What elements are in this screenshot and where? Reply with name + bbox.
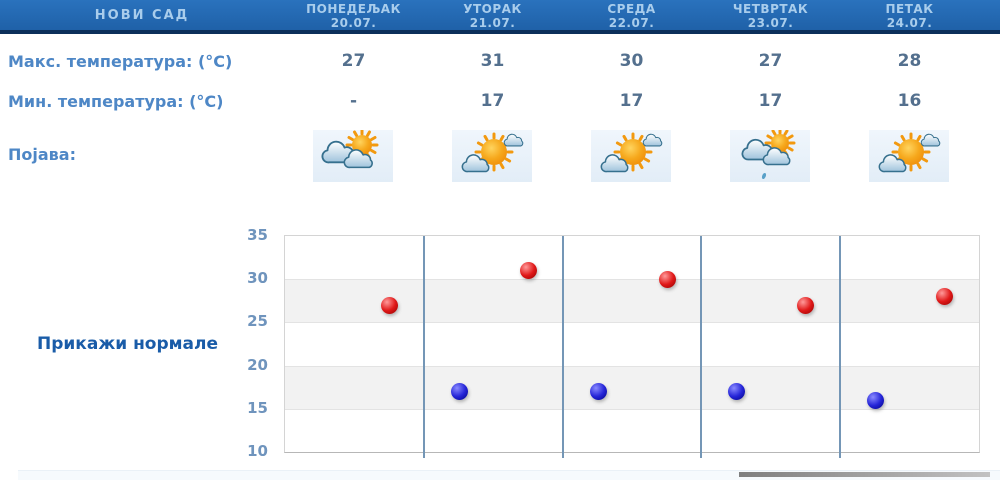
day-header-wednesday: СРЕДА 22.07. <box>562 2 701 30</box>
chart-band <box>285 279 979 323</box>
chart-day-divider <box>422 236 425 458</box>
min-temp-dot <box>589 383 607 401</box>
min-temp-value: 17 <box>619 91 644 111</box>
min-temp-dot <box>450 383 468 401</box>
max-temp-dot <box>519 262 537 280</box>
forecast-header-bar <box>0 0 1000 34</box>
weather-partly-sunny-icon <box>452 130 532 182</box>
y-axis-tick-label: 10 <box>247 442 268 460</box>
chart-day-divider <box>700 236 703 458</box>
max-temp-dot <box>380 296 398 314</box>
day-date: 23.07. <box>747 16 794 30</box>
phenomenon-row-label: Појава: <box>8 145 76 164</box>
min-temp-value: 17 <box>758 91 783 111</box>
chart-gridline <box>285 365 979 367</box>
chart-band <box>285 365 979 409</box>
chart-gridline <box>285 408 979 410</box>
day-header-monday: ПОНЕДЕЉАК 20.07. <box>284 2 423 30</box>
y-axis-tick-label: 30 <box>247 269 268 288</box>
max-temp-value: 27 <box>341 51 366 71</box>
max-temp-dot <box>797 296 815 314</box>
day-date: 22.07. <box>608 16 655 30</box>
min-temp-value: 17 <box>480 91 505 111</box>
bottom-scrollbar[interactable] <box>739 472 990 477</box>
max-temp-value: 28 <box>897 51 922 71</box>
day-date: 24.07. <box>886 16 933 30</box>
day-header-tuesday: УТОРАК 21.07. <box>423 2 562 30</box>
weather-light-rain-icon <box>730 130 810 182</box>
max-temp-dot <box>936 287 954 305</box>
chart-gridline <box>285 322 979 324</box>
weather-partly-sunny-icon <box>591 130 671 182</box>
min-temp-value: 16 <box>897 91 922 111</box>
day-date: 21.07. <box>469 16 516 30</box>
y-axis-tick-label: 20 <box>247 355 268 374</box>
bottom-section-edge <box>18 470 1000 480</box>
day-header-thursday: ЧЕТВРТАК 23.07. <box>701 2 840 30</box>
day-name: ПОНЕДЕЉАК <box>306 2 401 16</box>
weather-partly-sunny-icon <box>869 130 949 182</box>
max-temp-value: 31 <box>480 51 505 71</box>
temperature-chart <box>284 235 980 458</box>
day-name: СРЕДА <box>607 2 656 16</box>
max-temp-row-label: Макс. температура: (°C) <box>8 52 233 71</box>
chart-gridline <box>285 279 979 281</box>
day-name: УТОРАК <box>463 2 522 16</box>
show-normals-link[interactable]: Прикажи нормале <box>37 334 219 354</box>
min-temp-dot <box>867 391 885 409</box>
min-temp-dot <box>728 383 746 401</box>
min-temp-row-label: Мин. температура: (°C) <box>8 92 224 111</box>
day-date: 20.07. <box>330 16 377 30</box>
chart-plot-area <box>285 236 979 458</box>
max-temp-dot <box>658 270 676 288</box>
location-title: НОВИ САД <box>94 8 190 23</box>
day-name: ЧЕТВРТАК <box>732 2 809 16</box>
chart-day-divider <box>839 236 842 458</box>
max-temp-value: 27 <box>758 51 783 71</box>
y-axis-tick-label: 25 <box>247 312 268 331</box>
chart-y-axis: 35 30 25 20 15 10 <box>228 226 276 460</box>
y-axis-tick-label: 15 <box>247 398 268 417</box>
weather-mostly-cloudy-icon <box>313 130 393 182</box>
chart-day-divider <box>561 236 564 458</box>
min-temp-value: - <box>349 91 358 111</box>
day-header-friday: ПЕТАК 24.07. <box>840 2 979 30</box>
y-axis-tick-label: 35 <box>247 226 268 244</box>
max-temp-value: 30 <box>619 51 644 71</box>
day-name: ПЕТАК <box>885 2 934 16</box>
